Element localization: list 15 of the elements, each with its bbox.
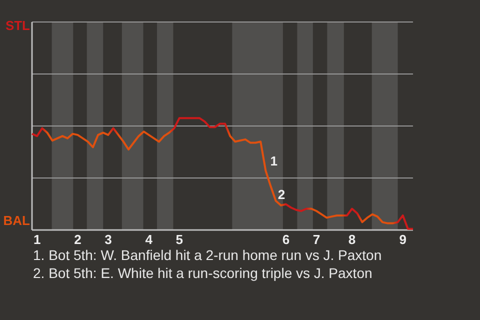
x-tick-label: 1 bbox=[33, 232, 41, 247]
text: BAL bbox=[3, 213, 30, 228]
x-tick-label: 3 bbox=[104, 232, 112, 247]
x-tick-label: 6 bbox=[282, 232, 290, 247]
text: 2. Bot 5th: E. White hit a run-scoring triple vs J. Paxton bbox=[33, 265, 372, 281]
x-tick-label: 8 bbox=[348, 232, 356, 247]
x-tick-label: 9 bbox=[399, 232, 406, 247]
x-tick-label: 5 bbox=[176, 232, 183, 247]
x-tick-label: 4 bbox=[145, 232, 154, 247]
text: STL bbox=[5, 18, 30, 33]
annotation: 1 bbox=[270, 154, 278, 169]
x-tick-label: 2 bbox=[74, 232, 82, 247]
text: 1. Bot 5th: W. Banfield hit a 2-run home run vs J. Paxton bbox=[33, 247, 382, 263]
x-tick-label: 7 bbox=[312, 232, 320, 247]
annotation: 2 bbox=[278, 186, 286, 202]
